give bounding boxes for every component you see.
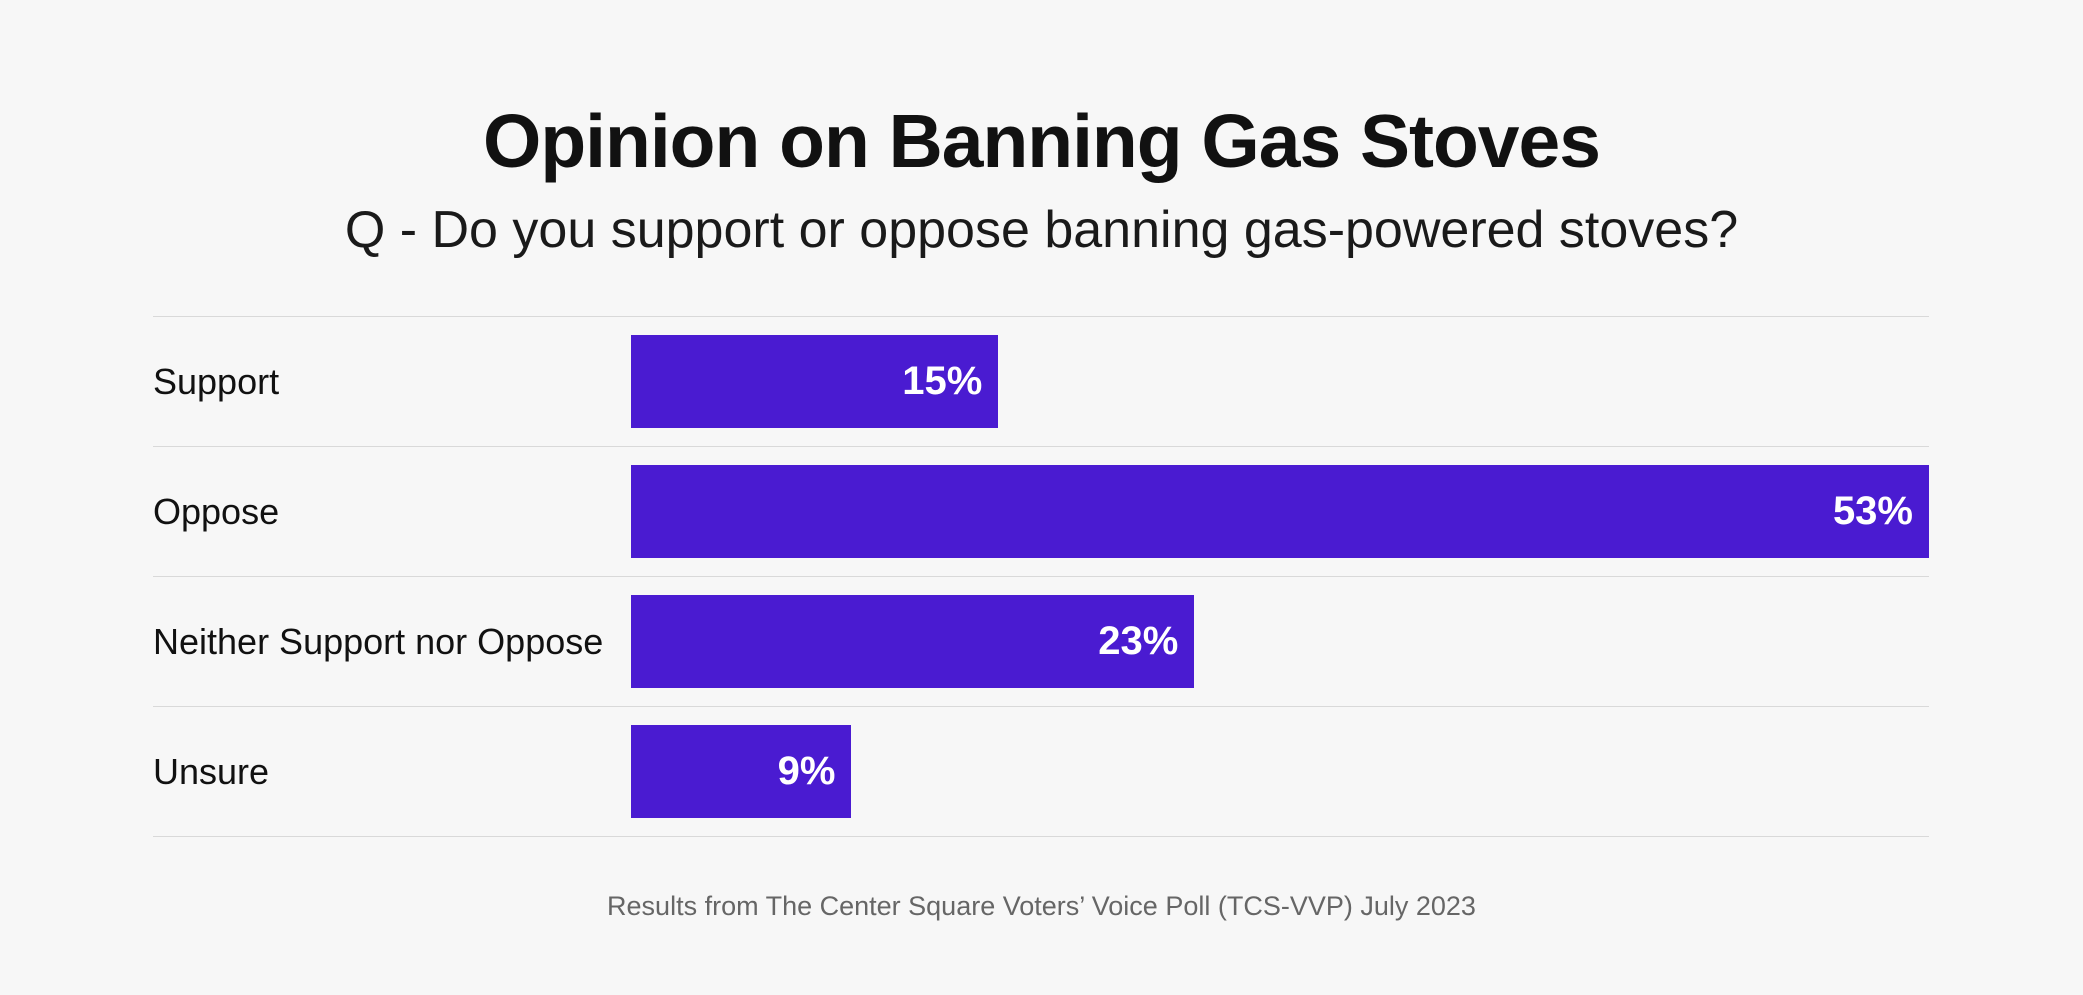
- bar-value-label: 15%: [902, 359, 983, 403]
- chart-title: Opinion on Banning Gas Stoves: [483, 99, 1601, 183]
- bar-unsure: 9%: [631, 725, 852, 818]
- bar-oppose: 53%: [631, 465, 1929, 558]
- bar-support: 15%: [631, 335, 999, 428]
- bar-track: 23%: [631, 595, 1929, 688]
- bar-track: 9%: [631, 725, 1929, 818]
- bar-value-label: 23%: [1098, 619, 1179, 663]
- bar-value-label: 53%: [1832, 489, 1913, 533]
- chart-row-unsure: Unsure 9%: [153, 706, 1929, 837]
- source-note: Results from The Center Square Voters’ V…: [607, 891, 1476, 921]
- category-label: Oppose: [153, 490, 280, 532]
- chart-row-oppose: Oppose 53%: [153, 446, 1929, 576]
- chart-row-support: Support 15%: [153, 316, 1929, 446]
- bar-chart: Support 15% Oppose 53% Neither Support n…: [153, 316, 1929, 837]
- category-label: Support: [153, 360, 280, 402]
- chart-row-neither: Neither Support nor Oppose 23%: [153, 576, 1929, 706]
- bar-value-label: 9%: [777, 749, 836, 793]
- category-label: Unsure: [153, 750, 270, 792]
- bar-track: 15%: [631, 335, 1929, 428]
- chart-subtitle: Q - Do you support or oppose banning gas…: [344, 201, 1739, 259]
- bar-track: 53%: [631, 465, 1929, 558]
- category-label: Neither Support nor Oppose: [153, 620, 604, 662]
- bar-neither: 23%: [631, 595, 1195, 688]
